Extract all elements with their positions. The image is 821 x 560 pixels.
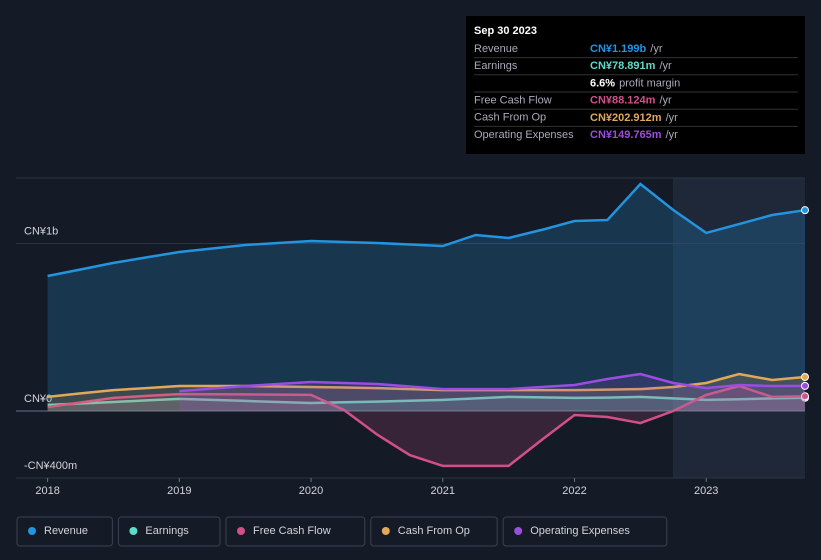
x-tick-label: 2019 <box>167 485 191 497</box>
area-fill <box>47 184 806 411</box>
legend-item[interactable]: Earnings <box>117 516 221 547</box>
tooltip-row: 6.6% profit margin <box>590 77 680 89</box>
tooltip-row: CN¥78.891m/yr <box>590 60 672 72</box>
tooltip-suffix: /yr <box>666 112 679 124</box>
legend-box[interactable] <box>117 516 221 547</box>
y-tick-label: CN¥0 <box>24 393 52 405</box>
tooltip-suffix: profit margin <box>619 77 680 89</box>
legend-item[interactable]: Cash From Op <box>370 516 498 547</box>
tooltip: Sep 30 2023 Revenue CN¥1.199b/yr Earnings CN… <box>466 16 805 154</box>
tooltip-label: Free Cash Flow <box>474 95 552 107</box>
end-dot <box>801 206 809 215</box>
legend-box[interactable] <box>225 516 366 547</box>
legend-swatch[interactable] <box>381 527 390 535</box>
tooltip-row: CN¥202.912m/yr <box>590 112 678 124</box>
legend-label[interactable]: Operating Expenses <box>530 525 630 537</box>
tooltip-value: CN¥149.765m <box>590 129 662 141</box>
x-tick-label: 2022 <box>562 485 586 497</box>
series-line <box>47 182 806 278</box>
tooltip-value: 6.6% <box>590 77 615 89</box>
legend-box[interactable] <box>370 516 498 547</box>
tooltip-value: CN¥1.199b <box>590 43 647 55</box>
tooltip-value: CN¥88.124m <box>590 95 656 107</box>
legend-label[interactable]: Earnings <box>145 525 189 537</box>
legend-box[interactable] <box>502 516 668 547</box>
legend-swatch[interactable] <box>28 527 36 535</box>
end-dot <box>801 392 809 401</box>
legend-box[interactable] <box>16 516 113 547</box>
tooltip-value: CN¥202.912m <box>590 112 662 124</box>
series-line <box>47 372 806 399</box>
tooltip-value: CN¥78.891m <box>590 60 656 72</box>
tooltip-label: Operating Expenses <box>474 129 574 141</box>
y-tick-label: -CN¥400m <box>24 460 77 472</box>
legend-item[interactable]: Free Cash Flow <box>225 516 366 547</box>
legend-swatch[interactable] <box>514 527 523 535</box>
tooltip-suffix: /yr <box>650 43 663 55</box>
legend-label[interactable]: Revenue <box>44 525 88 537</box>
x-tick-label: 2023 <box>694 485 718 497</box>
tooltip-suffix: /yr <box>666 129 679 141</box>
legend-swatch[interactable] <box>129 527 138 535</box>
tooltip-label: Earnings <box>474 60 518 72</box>
series-line <box>47 395 806 407</box>
tooltip-box <box>466 16 805 154</box>
x-tick-label: 2021 <box>431 485 455 497</box>
x-tick-label: 2020 <box>299 485 323 497</box>
y-tick-label: CN¥1b <box>24 225 58 237</box>
tooltip-suffix: /yr <box>659 95 672 107</box>
tooltip-date: Sep 30 2023 <box>474 25 537 37</box>
legend-item[interactable]: Revenue <box>16 516 113 547</box>
area-fill <box>47 374 806 411</box>
tooltip-row: CN¥149.765m/yr <box>590 129 678 141</box>
tooltip-label: Cash From Op <box>474 112 546 124</box>
area-fill <box>47 386 806 466</box>
end-dot <box>801 372 809 381</box>
tooltip-suffix: /yr <box>659 60 672 72</box>
x-tick-label: 2018 <box>35 485 59 497</box>
series-line <box>47 384 806 468</box>
legend-label[interactable]: Free Cash Flow <box>253 525 331 537</box>
tooltip-row: CN¥88.124m/yr <box>590 95 672 107</box>
series-line <box>179 372 806 393</box>
legend-label[interactable]: Cash From Op <box>398 525 470 537</box>
legend-item[interactable]: Operating Expenses <box>502 516 668 547</box>
legend-swatch[interactable] <box>237 527 245 535</box>
legend: Revenue Earnings Free Cash Flow Cash From O… <box>16 516 668 547</box>
end-dot <box>801 381 809 390</box>
tooltip-row: CN¥1.199b/yr <box>590 43 663 55</box>
forecast-shade <box>673 178 805 478</box>
tooltip-label: Revenue <box>474 43 518 55</box>
area-fill <box>47 396 806 411</box>
